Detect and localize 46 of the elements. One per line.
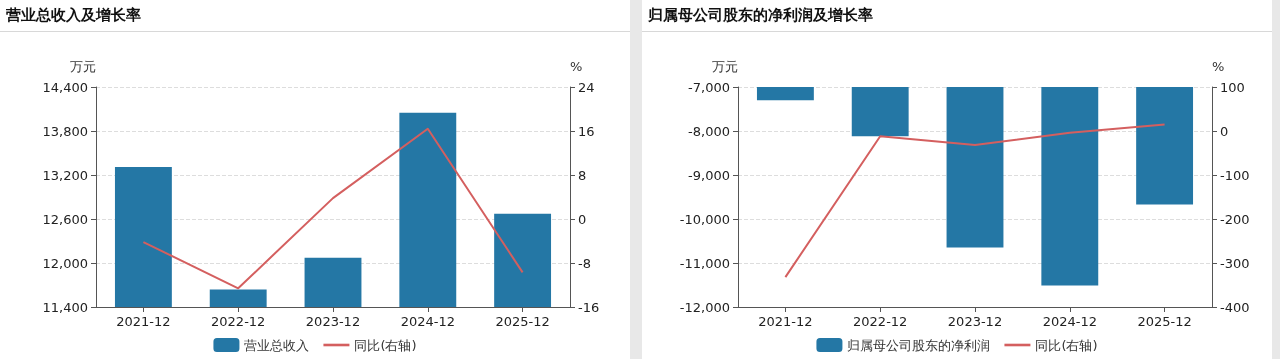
y2-tick-label: -300 [1220,255,1250,271]
x-tick-label: 2025-12 [495,314,550,329]
legend-label: 同比(右轴) [354,337,417,353]
y-tick-label: -8,000 [688,123,730,139]
y-tick-label: 12,000 [42,255,88,271]
x-tick-label: 2023-12 [305,314,361,329]
legend-label: 同比(右轴) [1035,337,1098,353]
x-tick-label: 2024-12 [400,314,455,329]
y-axis-title: 万元 [712,59,738,74]
y2-tick-label: 0 [1220,123,1229,139]
y2-tick-label: 8 [578,167,587,183]
y-tick-label: -9,000 [688,167,730,183]
y2-tick-label: -16 [578,299,600,315]
y-tick-label: 11,400 [42,299,88,315]
y2-tick-label: -100 [1220,167,1250,183]
y-tick-label: -12,000 [679,299,730,315]
y-tick-label: 13,800 [42,123,88,139]
y-tick-label: -7,000 [688,79,730,95]
y2-axis-title: % [570,59,583,74]
y-tick-label: 12,600 [42,211,88,227]
y-axis-title: 万元 [70,59,96,74]
y2-tick-label: -8 [578,255,591,271]
line-series [784,123,1166,279]
y-tick-label: 13,200 [42,167,88,183]
y2-tick-label: 16 [578,123,595,139]
y2-tick-label: 0 [578,211,587,227]
chart-title: 归属母公司股东的净利润及增长率 [642,0,1272,32]
y2-tick-label: -400 [1220,299,1250,315]
chart-title: 营业总收入及增长率 [0,0,630,32]
y-tick-label: 14,400 [42,79,88,95]
y2-tick-label: -200 [1220,211,1250,227]
y2-tick-label: 24 [578,79,595,95]
x-tick-label: 2022-12 [853,314,908,329]
y-tick-label: -11,000 [679,255,730,271]
legend-label: 营业总收入 [244,337,310,353]
x-tick-label: 2023-12 [947,314,1003,329]
x-tick-label: 2022-12 [211,314,266,329]
legend-label: 归属母公司股东的净利润 [847,337,991,353]
x-tick-label: 2021-12 [758,314,813,329]
y2-tick-label: 100 [1220,79,1245,95]
line-series [142,127,524,290]
y2-axis-title: % [1212,59,1225,74]
x-tick-label: 2021-12 [116,314,171,329]
x-tick-label: 2024-12 [1042,314,1097,329]
x-tick-label: 2025-12 [1137,314,1192,329]
y-tick-label: -10,000 [679,211,730,227]
